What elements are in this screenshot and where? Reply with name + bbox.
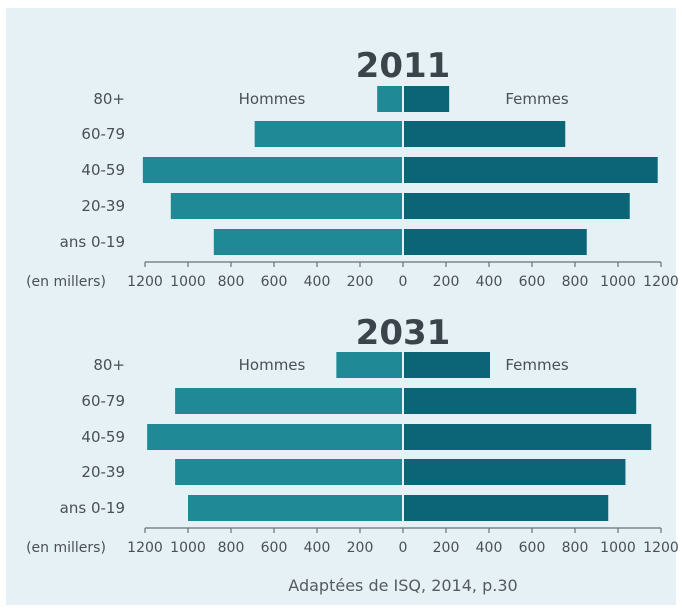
bar-femmes: [404, 388, 637, 414]
x-tick-label: 600: [261, 540, 288, 556]
bar-hommes: [175, 388, 402, 414]
series-label-hommes: Hommes: [239, 90, 306, 108]
bar-hommes: [188, 495, 402, 521]
category-label: ans 0-19: [60, 499, 125, 517]
unit-label: (en millers): [26, 274, 106, 290]
category-label: 60-79: [81, 125, 125, 143]
x-tick-label: 1200: [127, 274, 163, 290]
x-tick-label: 1000: [600, 274, 636, 290]
x-tick-label: 1000: [170, 540, 206, 556]
category-label: 60-79: [81, 392, 125, 410]
bar-femmes: [404, 229, 587, 255]
bar-hommes: [377, 86, 402, 112]
bar-femmes: [404, 157, 658, 183]
bar-femmes: [404, 86, 450, 112]
x-tick-label: 200: [433, 540, 460, 556]
bar-hommes: [170, 193, 402, 219]
series-label-hommes: Hommes: [239, 356, 306, 374]
x-tick-label: 1200: [643, 540, 679, 556]
bar-femmes: [404, 352, 490, 378]
x-tick-label: 800: [218, 274, 245, 290]
x-tick-label: 200: [433, 274, 460, 290]
chart-title: 2031: [356, 313, 451, 353]
category-label: 40-59: [81, 161, 125, 179]
x-tick-label: 0: [399, 540, 408, 556]
x-tick-label: 800: [562, 274, 589, 290]
x-tick-label: 400: [476, 540, 503, 556]
series-label-femmes: Femmes: [505, 90, 568, 108]
bar-femmes: [404, 424, 652, 450]
category-label: ans 0-19: [60, 233, 125, 251]
bar-hommes: [213, 229, 402, 255]
x-tick-label: 1200: [127, 540, 163, 556]
x-tick-label: 1200: [643, 274, 679, 290]
series-label-femmes: Femmes: [505, 356, 568, 374]
pyramid-2011: 2011 80+ 60-79 40-59 20-39 ans 0-19 Hommes Femm…: [26, 46, 679, 290]
source-note: Adaptées de ISQ, 2014, p.30: [288, 576, 517, 595]
x-tick-label: 1000: [600, 540, 636, 556]
unit-label: (en millers): [26, 540, 106, 556]
bar-hommes: [254, 121, 402, 147]
bar-hommes: [175, 459, 402, 485]
x-tick-label: 400: [476, 274, 503, 290]
x-tick-label: 600: [261, 274, 288, 290]
x-tick-label: 600: [519, 274, 546, 290]
x-tick-label: 200: [347, 540, 374, 556]
chart-title: 2011: [356, 46, 451, 86]
x-tick-label: 400: [304, 274, 331, 290]
category-label: 20-39: [81, 197, 125, 215]
bar-femmes: [404, 495, 609, 521]
bar-hommes: [147, 424, 402, 450]
x-tick-label: 800: [562, 540, 589, 556]
category-label: 80+: [93, 356, 125, 374]
bar-hommes: [142, 157, 402, 183]
category-label: 40-59: [81, 428, 125, 446]
bar-femmes: [404, 459, 626, 485]
bar-femmes: [404, 121, 566, 147]
x-tick-label: 200: [347, 274, 374, 290]
category-label: 20-39: [81, 463, 125, 481]
x-tick-label: 800: [218, 540, 245, 556]
bar-femmes: [404, 193, 630, 219]
x-tick-label: 600: [519, 540, 546, 556]
x-tick-label: 0: [399, 274, 408, 290]
category-label: 80+: [93, 90, 125, 108]
bar-hommes: [336, 352, 402, 378]
x-tick-label: 400: [304, 540, 331, 556]
x-tick-label: 1000: [170, 274, 206, 290]
pyramid-2031: 2031 80+ 60-79 40-59 20-39 ans 0-19 Hommes Femm…: [26, 313, 679, 556]
